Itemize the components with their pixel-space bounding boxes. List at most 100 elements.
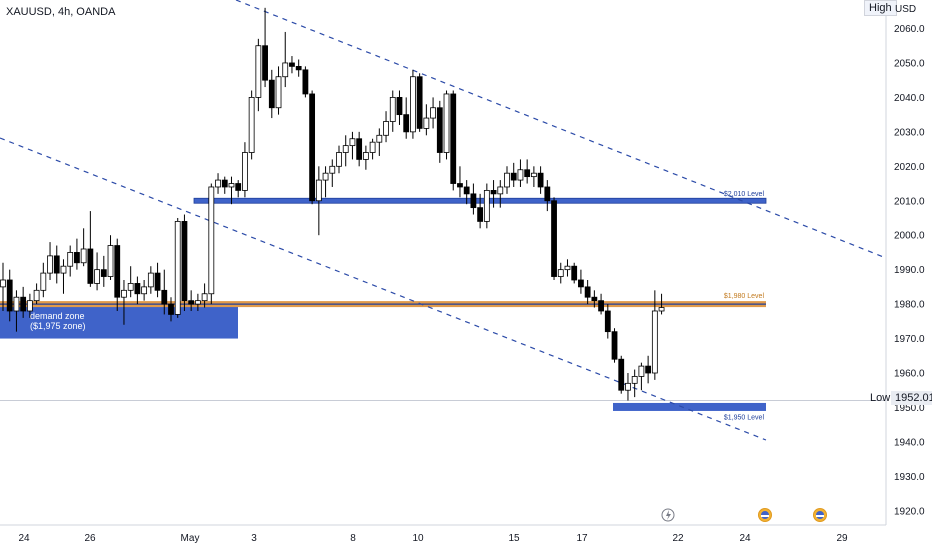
time-tick-label: 8 [350, 533, 356, 544]
us-flag-icon-stripe [761, 515, 769, 517]
time-tick-label: 24 [739, 533, 751, 544]
lightning-icon-bolt [666, 510, 671, 520]
bull-candle [564, 265, 571, 271]
bull-candle [389, 97, 396, 122]
level-1980-label: $1,980 Level [724, 293, 765, 300]
bull-candle [410, 76, 416, 133]
time-tick-label: May [181, 533, 200, 544]
bear-candle [450, 93, 457, 184]
bear-candle [161, 289, 168, 305]
time-tick-label: 22 [672, 533, 684, 544]
time-tick-label: 10 [412, 533, 424, 544]
bear-candle [571, 265, 578, 281]
demand-zone-label: demand zone [30, 311, 85, 321]
bear-candle [584, 286, 591, 298]
bull-candle [423, 117, 430, 129]
bear-candle [544, 186, 551, 202]
bear-candle [309, 93, 316, 202]
bear-candle [87, 248, 94, 284]
lightning-icon[interactable] [661, 508, 675, 522]
bull-candle [443, 93, 450, 153]
us-flag-icon[interactable] [813, 508, 827, 522]
demand-zone-sublabel: ($1,975 zone) [30, 321, 86, 331]
bull-candle [349, 138, 356, 147]
price-tick-label: 1960.0 [894, 369, 925, 380]
level-1950-band [613, 402, 766, 411]
bear-candle [20, 296, 27, 312]
bear-candle [134, 283, 141, 295]
price-tick-label: 1990.0 [894, 265, 925, 276]
level-1950-label: $1,950 Level [724, 414, 765, 421]
bull-candle [638, 365, 645, 377]
bull-candle [40, 272, 47, 291]
price-tick-label: 2060.0 [894, 24, 925, 35]
bear-candle [611, 331, 618, 360]
lower-trendline [0, 137, 767, 441]
bull-candle [282, 62, 289, 78]
bull-candle [215, 179, 221, 188]
bull-candle [342, 145, 349, 153]
price-tick-label: 1930.0 [894, 472, 925, 483]
low-value-tag: 1952.010 [891, 391, 932, 405]
bear-candle [221, 179, 228, 188]
bull-candle [107, 245, 114, 277]
price-tick-label: 2030.0 [894, 127, 925, 138]
bull-candle [362, 152, 369, 160]
time-tick-label: 15 [508, 533, 520, 544]
bear-candle [235, 183, 242, 191]
bull-candle [242, 152, 248, 191]
trendlines-layer [0, 0, 887, 441]
bear-candle [53, 255, 60, 274]
bear-candle [524, 169, 531, 178]
price-tick-label: 2050.0 [894, 58, 925, 69]
bull-candle [80, 248, 87, 264]
bear-candle [457, 183, 463, 188]
bull-candle [147, 272, 154, 288]
price-tick-label: 1950.0 [894, 403, 925, 414]
bull-candle [228, 183, 235, 188]
low-tag: Low [870, 392, 891, 404]
time-tick-label: 29 [836, 533, 848, 544]
candles-layer [0, 7, 665, 401]
bull-candle [127, 283, 134, 291]
bear-candle [604, 310, 611, 333]
bull-candle [47, 255, 53, 274]
bull-candle [194, 300, 201, 305]
time-tick-label: 17 [576, 533, 588, 544]
price-tick-label: 2010.0 [894, 196, 925, 207]
bear-candle [396, 97, 403, 116]
bull-candle [625, 382, 631, 391]
bear-candle [100, 269, 107, 277]
currency-label: USD [895, 4, 917, 15]
bull-candle [430, 107, 436, 119]
bull-candle [631, 376, 638, 384]
bear-candle [154, 272, 161, 291]
bear-candle [598, 300, 604, 312]
bull-candle [322, 172, 329, 181]
bear-candle [477, 207, 484, 222]
us-flag-icon[interactable] [758, 508, 772, 522]
bull-candle [336, 152, 342, 167]
bear-candle [463, 186, 470, 195]
price-tick-label: 1980.0 [894, 300, 925, 311]
bull-candle [275, 76, 282, 109]
bear-candle [490, 190, 497, 195]
bear-candle [436, 107, 443, 153]
bear-candle [268, 79, 275, 109]
bull-candle [557, 269, 564, 277]
bear-candle [295, 65, 302, 71]
bull-candle [329, 165, 336, 174]
bull-candle [248, 97, 255, 153]
bear-candle [114, 245, 121, 298]
bull-candle [13, 296, 20, 312]
bear-candle [578, 279, 584, 288]
bull-candle [26, 300, 33, 312]
bear-candle [591, 296, 598, 302]
bull-candle [517, 169, 524, 181]
bear-candle [356, 138, 363, 160]
bull-candle [315, 179, 322, 202]
zones-layer [0, 197, 767, 411]
price-tick-label: 2040.0 [894, 93, 925, 104]
